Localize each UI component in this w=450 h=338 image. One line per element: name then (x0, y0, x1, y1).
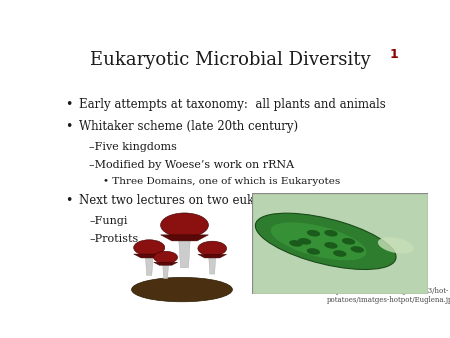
Ellipse shape (307, 230, 320, 237)
Polygon shape (145, 258, 153, 275)
Text: Next two lectures on two eukaryotic kingdoms: Next two lectures on two eukaryotic king… (79, 194, 357, 208)
Ellipse shape (378, 237, 414, 254)
Text: Early attempts at taxonomy:  all plants and animals: Early attempts at taxonomy: all plants a… (79, 98, 386, 111)
Ellipse shape (289, 240, 302, 247)
Ellipse shape (198, 241, 227, 256)
Ellipse shape (298, 238, 311, 245)
Ellipse shape (324, 242, 338, 249)
Text: • Three Domains, one of which is Eukaryotes: • Three Domains, one of which is Eukaryo… (104, 177, 341, 187)
Polygon shape (179, 241, 190, 268)
Polygon shape (163, 265, 168, 279)
FancyBboxPatch shape (252, 193, 428, 294)
Text: –Modified by Woese’s work on rRNA: –Modified by Woese’s work on rRNA (90, 160, 294, 170)
Ellipse shape (153, 251, 178, 263)
Polygon shape (209, 258, 216, 274)
Ellipse shape (161, 213, 208, 237)
Ellipse shape (255, 213, 396, 269)
Text: •: • (65, 194, 72, 208)
Ellipse shape (134, 240, 165, 256)
Polygon shape (153, 262, 178, 265)
Text: –Fungi: –Fungi (90, 217, 128, 226)
Text: www.kc-mtm.com: www.kc-mtm.com (148, 287, 216, 294)
Ellipse shape (333, 250, 346, 257)
Ellipse shape (307, 248, 320, 255)
Ellipse shape (131, 277, 232, 302)
Text: –Five kingdoms: –Five kingdoms (90, 142, 177, 152)
Text: Whitaker scheme (late 20th century): Whitaker scheme (late 20th century) (79, 120, 298, 133)
Text: •: • (65, 98, 72, 111)
Text: •: • (65, 120, 72, 133)
Polygon shape (198, 254, 227, 258)
Ellipse shape (324, 230, 338, 237)
Ellipse shape (271, 222, 367, 260)
Text: –Protists: –Protists (90, 234, 139, 244)
Polygon shape (134, 254, 165, 258)
Text: http://www.xtec.cat/~jfarre13/hot-
potatoes/imatges-hotpot/Euglena.jpg: http://www.xtec.cat/~jfarre13/hot- potat… (327, 287, 450, 304)
Ellipse shape (351, 246, 364, 253)
Text: Eukaryotic Microbial Diversity: Eukaryotic Microbial Diversity (90, 51, 371, 69)
Text: 1: 1 (389, 48, 398, 62)
Ellipse shape (342, 238, 355, 245)
Polygon shape (161, 235, 208, 241)
